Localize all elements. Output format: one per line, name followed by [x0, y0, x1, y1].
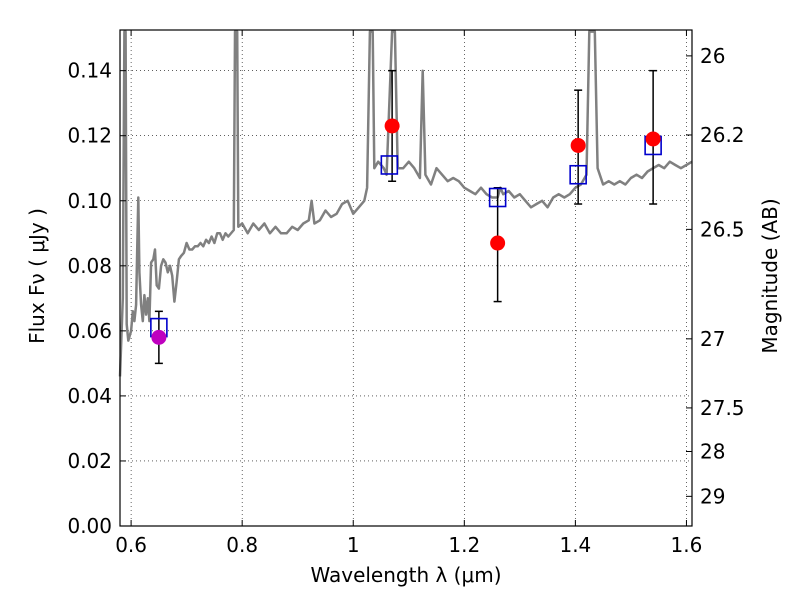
observed-point [645, 131, 661, 147]
observed-photometry-markers [151, 118, 661, 345]
synthetic-point [488, 187, 507, 208]
y-tick-label: 0.10 [67, 189, 112, 213]
x-axis-ticks: 0.6 0.8 1 1.2 1.4 1.6 [115, 30, 702, 557]
x-tick-label: 1.4 [559, 533, 591, 557]
magnitude-axis-label: Magnitude (AB) [758, 198, 782, 353]
magnitude-tick-label: 26.5 [700, 217, 745, 241]
synthetic-point [380, 155, 399, 175]
magnitude-tick-label: 29 [700, 484, 725, 508]
magnitude-tick-label: 27 [700, 327, 725, 351]
grid-lines [120, 30, 692, 527]
x-tick-label: 0.8 [226, 533, 258, 557]
synthetic-point [569, 164, 587, 185]
x-axis-label: Wavelength λ (μm) [310, 563, 501, 587]
y-tick-label: 0.06 [67, 319, 112, 343]
magnitude-tick-label: 26.2 [700, 123, 745, 147]
magnitude-axis-ticks: 26 26.2 26.5 27 27.5 28 29 [686, 44, 745, 508]
x-tick-label: 1.2 [448, 533, 480, 557]
y-axis-label: Flux Fν ( μJy ) [25, 208, 49, 344]
x-tick-label: 1 [347, 533, 360, 557]
y-tick-label: 0.12 [67, 124, 112, 148]
magnitude-tick-label: 26 [700, 44, 725, 68]
x-tick-label: 0.6 [115, 533, 147, 557]
observed-point [384, 118, 400, 134]
y-tick-label: 0.14 [67, 59, 112, 83]
y-axis-ticks: 0.00 0.02 0.04 0.06 0.08 0.10 0.12 0.14 [67, 59, 126, 538]
observed-point [151, 329, 167, 345]
y-tick-label: 0.00 [67, 514, 112, 538]
observed-point [570, 137, 586, 153]
model-spectrum-line [118, 30, 693, 377]
x-tick-label: 1.6 [671, 533, 703, 557]
magnitude-tick-label: 28 [700, 439, 725, 463]
y-tick-label: 0.04 [67, 384, 112, 408]
error-bars [154, 69, 658, 365]
y-tick-label: 0.08 [67, 254, 112, 278]
model-spectrum [118, 30, 693, 377]
observed-point [490, 235, 506, 251]
plot-frame [119, 29, 693, 527]
y-tick-label: 0.02 [67, 449, 112, 473]
magnitude-tick-label: 27.5 [700, 396, 745, 420]
synthetic-photometry-markers [150, 135, 662, 338]
